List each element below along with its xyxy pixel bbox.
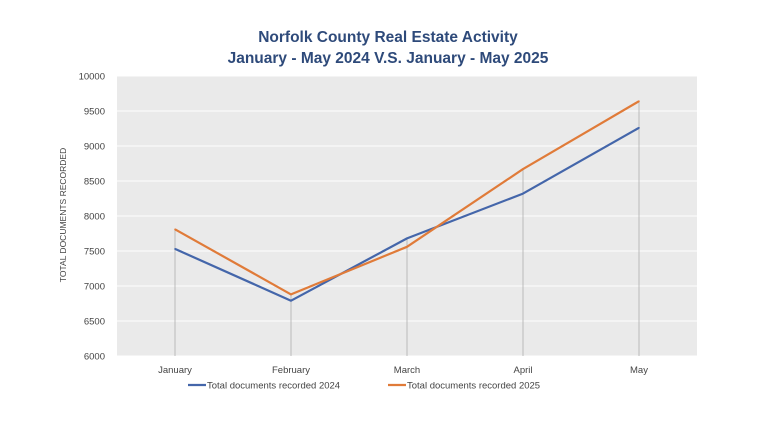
- y-tick-label: 10000: [79, 72, 105, 83]
- legend: Total documents recorded 2024 Total docum…: [188, 381, 540, 392]
- chart-title: Norfolk County Real Estate Activity: [258, 29, 518, 46]
- data-point: [406, 237, 408, 240]
- data-point: [638, 100, 640, 102]
- y-axis: 6000 6500 7000 7500 8000 8500 9000 9500 10000: [79, 72, 105, 363]
- drop-lines: [174, 101, 640, 356]
- y-tick-label: 8000: [84, 212, 105, 223]
- y-tick-label: 6000: [84, 352, 105, 363]
- legend-label: Total documents recorded 2025: [407, 381, 540, 392]
- data-point: [406, 246, 408, 248]
- x-tick-label: January: [158, 365, 192, 376]
- data-point: [290, 299, 292, 302]
- y-axis-title: TOTAL DOCUMENTS RECORDED: [58, 148, 68, 282]
- x-tick-label: May: [630, 365, 648, 376]
- data-point: [174, 248, 176, 250]
- x-tick-label: March: [394, 365, 420, 376]
- data-point: [290, 293, 292, 296]
- x-axis: January February March April May: [158, 365, 648, 376]
- data-point: [522, 168, 524, 170]
- data-point: [174, 228, 176, 231]
- series-lines: [174, 100, 640, 302]
- y-tick-label: 8500: [84, 177, 105, 188]
- data-point: [522, 192, 524, 195]
- legend-label: Total documents recorded 2024: [207, 381, 340, 392]
- x-tick-label: April: [513, 365, 532, 376]
- y-tick-label: 9000: [84, 142, 105, 153]
- y-tick-label: 9500: [84, 107, 105, 118]
- data-point: [638, 127, 640, 129]
- y-tick-label: 7000: [84, 282, 105, 293]
- y-tick-label: 6500: [84, 317, 105, 328]
- x-tick-label: February: [272, 365, 310, 376]
- y-tick-label: 7500: [84, 247, 105, 258]
- chart-subtitle: January - May 2024 V.S. January - May 20…: [228, 50, 549, 67]
